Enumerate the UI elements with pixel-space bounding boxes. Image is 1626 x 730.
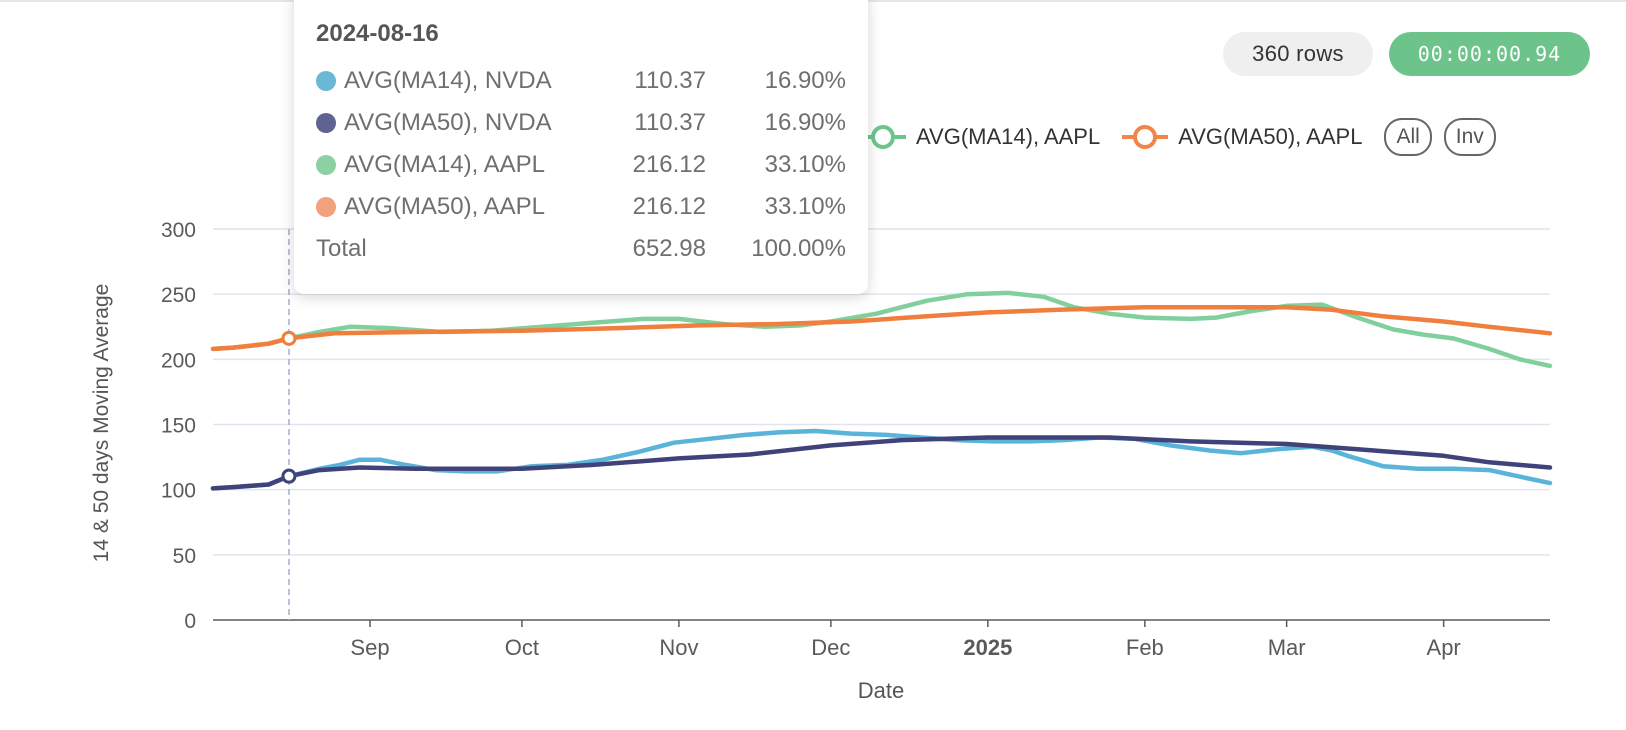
legend-label: AVG(MA14), AAPL <box>916 124 1101 149</box>
legend-label: AVG(MA50), AAPL <box>1178 124 1363 149</box>
y-tick-label: 150 <box>161 415 196 438</box>
tooltip-row: AVG(MA50), AAPL 216.12 33.10% <box>316 186 846 228</box>
x-tick-label: Apr <box>1427 635 1461 660</box>
tooltip-series-name: AVG(MA50), NVDA <box>344 109 552 136</box>
series-dot-icon <box>316 113 336 133</box>
legend-line-marker-icon <box>1122 125 1169 149</box>
hover-point-3 <box>281 330 297 346</box>
row-count-badge: 360 rows <box>1223 32 1373 76</box>
axes: 0 50 100 150 200 250 300 Sep Oct Nov Dec 2025 Feb Mar… <box>161 219 1550 660</box>
x-tick-label: Nov <box>659 635 698 660</box>
tooltip-series-percent: 33.10% <box>764 193 846 220</box>
query-timer-badge: 00:00:00.94 <box>1389 32 1590 76</box>
legend-invert-button[interactable]: Inv <box>1443 118 1496 156</box>
y-tick-label: 0 <box>184 610 196 633</box>
legend-item-ma14-aapl[interactable]: AVG(MA14), AAPL <box>860 124 1100 150</box>
x-tick-label: Feb <box>1126 635 1164 660</box>
tooltip-series-value: 110.37 <box>634 67 706 94</box>
tooltip-series-percent: 16.90% <box>764 109 846 136</box>
series-dot-icon <box>316 155 336 175</box>
tooltip-series-name: AVG(MA14), NVDA <box>344 67 552 94</box>
tooltip-total-label: Total <box>316 235 367 262</box>
y-tick-label: 100 <box>161 480 196 503</box>
tooltip-series-percent: 16.90% <box>764 67 846 94</box>
series-dot-icon <box>316 71 336 91</box>
tooltip-series-name: AVG(MA50), AAPL <box>344 193 545 220</box>
legend-item-ma50-aapl[interactable]: AVG(MA50), AAPL <box>1122 124 1362 150</box>
y-tick-label: 250 <box>161 284 196 307</box>
tooltip-series-value: 216.12 <box>632 151 706 178</box>
series-line-1 <box>210 435 1553 491</box>
tooltip-series-percent: 33.10% <box>764 151 846 178</box>
tooltip-date: 2024-08-16 <box>316 20 439 47</box>
hover-markers <box>281 229 297 620</box>
x-tick-label: Sep <box>350 635 389 660</box>
x-tick-label: Dec <box>811 635 850 660</box>
y-axis-title: 14 & 50 days Moving Average <box>90 284 113 563</box>
tooltip-row: AVG(MA50), NVDA 110.37 16.90% <box>316 102 846 144</box>
series-dot-icon <box>316 197 336 217</box>
tooltip-series-name: AVG(MA14), AAPL <box>344 151 545 178</box>
series-line-0 <box>210 428 1553 491</box>
y-tick-label: 200 <box>161 349 196 372</box>
tooltip-series-value: 110.37 <box>634 109 706 136</box>
x-axis-title: Date <box>858 678 904 703</box>
tooltip-total-percent: 100.00% <box>751 235 846 262</box>
hover-point-1 <box>281 468 297 484</box>
tooltip-total-value: 652.98 <box>632 235 706 262</box>
x-tick-label: 2025 <box>963 635 1012 660</box>
x-tick-label: Mar <box>1268 635 1306 660</box>
series-line-3 <box>210 304 1553 352</box>
tooltip-series-value: 216.12 <box>632 193 706 220</box>
legend-select-all-button[interactable]: All <box>1384 118 1432 156</box>
chart-legend: AVG(MA14), AAPL AVG(MA50), AAPL All Inv <box>860 117 1508 157</box>
tooltip-row: AVG(MA14), NVDA 110.37 16.90% <box>316 60 846 102</box>
chart-tooltip: 2024-08-16 AVG(MA14), NVDA 110.37 16.90%… <box>294 0 868 294</box>
series-lines <box>210 290 1553 491</box>
series-line-2 <box>210 290 1553 369</box>
x-tick-label: Oct <box>505 635 539 660</box>
tooltip-total-row: Total 652.98 100.00% <box>316 228 846 270</box>
y-tick-label: 50 <box>173 545 196 568</box>
y-tick-label: 300 <box>161 219 196 242</box>
tooltip-row: AVG(MA14), AAPL 216.12 33.10% <box>316 144 846 186</box>
